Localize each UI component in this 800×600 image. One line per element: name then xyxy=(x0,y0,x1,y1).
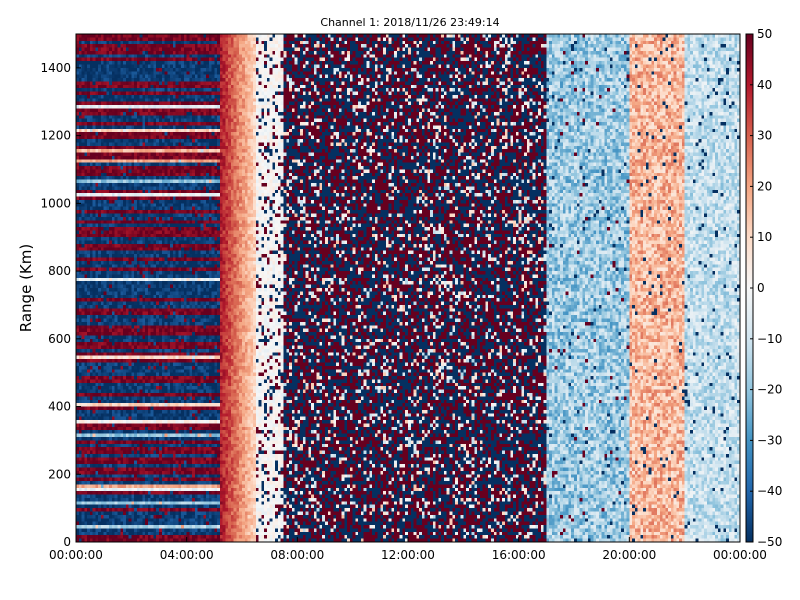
y-tick-label: 0 xyxy=(63,535,71,549)
colorbar-tick-label: −40 xyxy=(757,484,782,498)
y-tick-label: 1200 xyxy=(40,129,71,143)
colorbar-tick-label: 20 xyxy=(757,179,772,193)
y-tick-label: 800 xyxy=(48,264,71,278)
colorbar: 50 40 30 20 10 0 −10 −20 −30 −40 −50 xyxy=(745,27,782,549)
colorbar-tick-label: 40 xyxy=(757,78,772,92)
colorbar-tick-label: 10 xyxy=(757,230,772,244)
y-axis-label: Range (Km) xyxy=(17,244,35,332)
x-tick-label: 12:00:00 xyxy=(381,548,435,562)
y-tick-label: 200 xyxy=(48,467,71,481)
colorbar-tick-label: 30 xyxy=(757,129,772,143)
colorbar-tick-label: −10 xyxy=(757,332,782,346)
y-tick-label: 400 xyxy=(48,400,71,414)
colorbar-tick-label: −50 xyxy=(757,535,782,549)
x-tick-label: 04:00:00 xyxy=(160,548,214,562)
y-tick-label: 1000 xyxy=(40,196,71,210)
colorbar-tick-label: 50 xyxy=(757,27,772,41)
x-axis: 00:00:00 04:00:00 08:00:00 12:00:00 16:00:00… xyxy=(49,537,767,562)
colorbar-tick-label: −20 xyxy=(757,383,782,397)
colorbar-tick-label: −30 xyxy=(757,433,782,447)
y-tick-label: 600 xyxy=(48,332,71,346)
colorbar-tick-label: 0 xyxy=(757,281,765,295)
heatmap-plot-area xyxy=(76,34,740,542)
x-tick-label: 16:00:00 xyxy=(492,548,546,562)
heatmap-image xyxy=(76,34,740,542)
x-tick-label: 20:00:00 xyxy=(602,548,656,562)
y-axis: 0 200 400 600 800 1000 1200 1400 xyxy=(40,61,81,549)
chart-title: Channel 1: 2018/11/26 23:49:14 xyxy=(320,16,499,29)
x-tick-label: 08:00:00 xyxy=(270,548,324,562)
x-tick-label: 00:00:00 xyxy=(49,548,103,562)
y-tick-label: 1400 xyxy=(40,61,71,75)
x-tick-label: 00:00:00 xyxy=(713,548,767,562)
